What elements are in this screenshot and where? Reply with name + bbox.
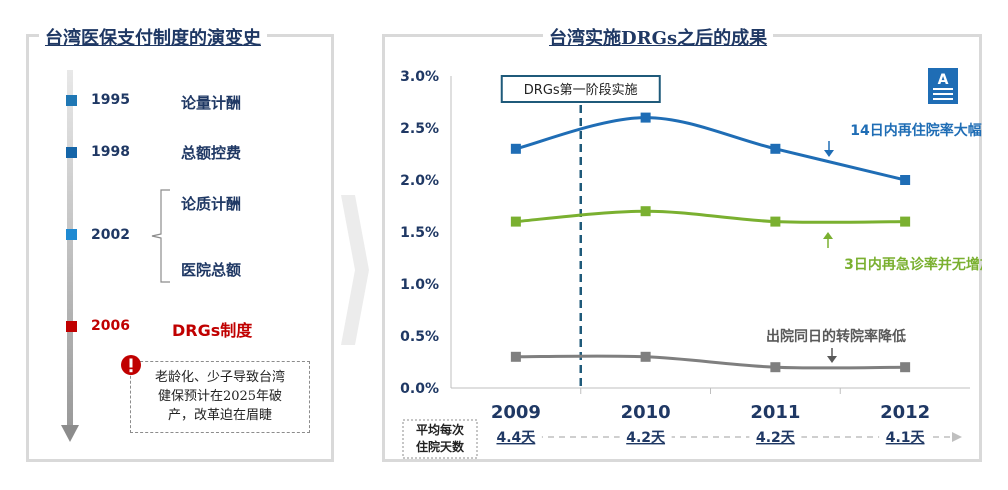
arrow-right-icon <box>952 432 962 442</box>
timeline-panel: 台湾医保支付制度的演变史 <box>26 24 334 462</box>
y-tick-label: 2.0% <box>400 173 439 189</box>
stay-value-bg <box>619 427 672 447</box>
results-panel: 台湾实施DRGs之后的成果 <box>382 24 982 462</box>
stay-label-box <box>402 419 478 459</box>
stay-value: 4.4天 <box>496 430 536 446</box>
series-0-point-3 <box>900 175 911 185</box>
document-a-icon: A <box>928 68 958 104</box>
warning-note: 老龄化、少子导致台湾 健保预计在2025年破 产，改革迫在眉睫 <box>130 361 310 433</box>
year-1995: 1995 <box>91 92 130 108</box>
stay-label-line-2: 住院天数 <box>416 439 465 454</box>
label-1998: 总额控费 <box>181 144 242 162</box>
timeline-axis <box>61 70 79 442</box>
y-tick-label: 1.5% <box>400 225 439 241</box>
y-tick-label: 0.5% <box>400 329 439 345</box>
stay-value-bg <box>749 427 802 447</box>
series-1-point-3 <box>900 216 911 227</box>
y-tick-label: 0.0% <box>400 381 439 397</box>
stay-value: 4.2天 <box>626 430 666 446</box>
annotation-emergency: 3日内再急诊率并无增加 <box>844 256 982 273</box>
drgs-start-label: DRGs第一阶段实施 <box>524 83 638 98</box>
series-1-point-2 <box>770 216 781 227</box>
series-2-point-2 <box>770 362 781 373</box>
label-2006: DRGs制度 <box>172 321 253 340</box>
bracket-2002 <box>151 189 170 283</box>
arrow-down-icon <box>827 356 837 363</box>
series-0-point-0 <box>510 143 521 154</box>
series-2-point-0 <box>510 351 521 362</box>
x-tick-label: 2009 <box>491 402 541 423</box>
timeline-title: 台湾医保支付制度的演变史 <box>39 24 267 50</box>
y-tick-label: 2.5% <box>400 121 439 137</box>
stay-value-bg <box>879 427 932 447</box>
year-2002: 2002 <box>91 227 130 243</box>
note-line-2: 健保预计在2025年破 <box>157 389 283 404</box>
arrow-down-icon <box>824 150 834 157</box>
year-2006: 2006 <box>91 318 130 334</box>
timeline-marker-1998 <box>66 147 77 158</box>
label-1995: 论量计酬 <box>181 94 242 112</box>
drgs-start-box <box>500 75 661 103</box>
y-tick-label: 1.0% <box>400 277 439 293</box>
annotation-transfer: 出院同日的转院率降低 <box>766 328 906 345</box>
series-1-point-0 <box>510 216 521 227</box>
label-2002-b: 医院总额 <box>181 261 242 279</box>
timeline-marker-2006 <box>66 321 77 332</box>
timeline-marker-2002 <box>66 229 77 240</box>
arrow-up-icon <box>823 232 833 239</box>
stay-value: 4.2天 <box>756 430 796 446</box>
x-tick-label: 2012 <box>880 402 930 423</box>
timeline-marker-1995 <box>66 95 77 106</box>
note-line-3: 产，改革迫在眉睫 <box>167 408 272 423</box>
series-0-point-2 <box>770 143 781 154</box>
note-line-1: 老龄化、少子导致台湾 <box>154 370 285 385</box>
series-2-point-1 <box>640 351 651 362</box>
year-1998: 1998 <box>91 144 130 160</box>
results-chart: 0.0% 0.5% 1.0% 1.5% 2.0% 2.5% 3.0% 2009 2010 2011… <box>400 69 982 459</box>
svg-text:A: A <box>938 72 949 88</box>
series-line-2 <box>515 354 906 370</box>
stay-value: 4.1天 <box>886 430 926 446</box>
series-0-point-1 <box>640 112 651 123</box>
x-tick-label: 2010 <box>621 402 671 423</box>
series-2-point-3 <box>900 362 911 373</box>
stay-label-line-1: 平均每次 <box>416 422 464 437</box>
chevron-separator-icon <box>341 195 369 345</box>
stay-value-bg <box>489 427 542 447</box>
label-2002-a: 论质计酬 <box>181 195 242 213</box>
results-title: 台湾实施DRGs之后的成果 <box>543 24 774 50</box>
y-tick-label: 3.0% <box>400 69 439 85</box>
exclamation-icon <box>121 355 141 375</box>
series-line-1 <box>515 209 906 224</box>
annotation-readmission: 14日内再住院率大幅下降 <box>850 122 982 139</box>
x-tick-label: 2011 <box>750 402 800 423</box>
series-1-point-1 <box>640 206 651 217</box>
series-line-0 <box>515 116 906 182</box>
